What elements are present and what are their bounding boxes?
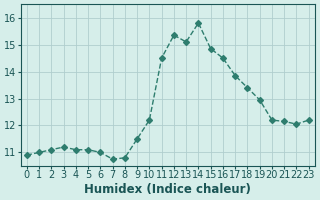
X-axis label: Humidex (Indice chaleur): Humidex (Indice chaleur) [84, 183, 251, 196]
